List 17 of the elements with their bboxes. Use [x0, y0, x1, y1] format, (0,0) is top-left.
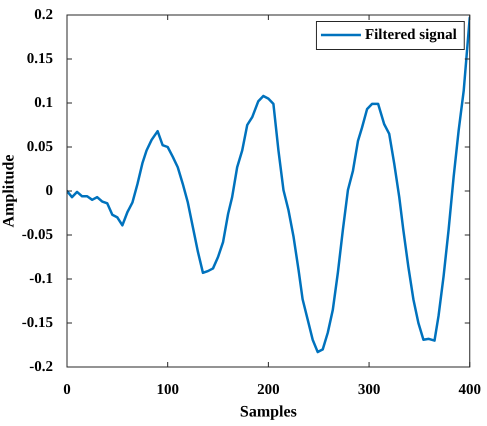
- y-tick-label: 0.1: [34, 94, 53, 111]
- y-tick-label: 0.15: [26, 50, 53, 67]
- y-tick-label: -0.15: [22, 314, 53, 331]
- x-axis-title: Samples: [240, 404, 297, 421]
- x-tick-label: 200: [257, 382, 280, 398]
- y-tick-label: -0.05: [22, 226, 53, 243]
- y-axis-title: Amplitude: [0, 154, 18, 228]
- y-tick-label: 0.05: [26, 138, 53, 155]
- x-tick-label: 0: [63, 382, 71, 398]
- y-tick-label: -0.1: [29, 270, 53, 287]
- y-tick-label: -0.2: [29, 358, 53, 375]
- x-tick-label: 300: [358, 382, 380, 398]
- x-tick-label: 400: [458, 382, 481, 398]
- y-tick-label: 0.2: [34, 6, 53, 23]
- x-tick-label: 100: [156, 382, 179, 398]
- y-tick-label: 0: [46, 182, 53, 199]
- legend-label: Filtered signal: [364, 26, 457, 43]
